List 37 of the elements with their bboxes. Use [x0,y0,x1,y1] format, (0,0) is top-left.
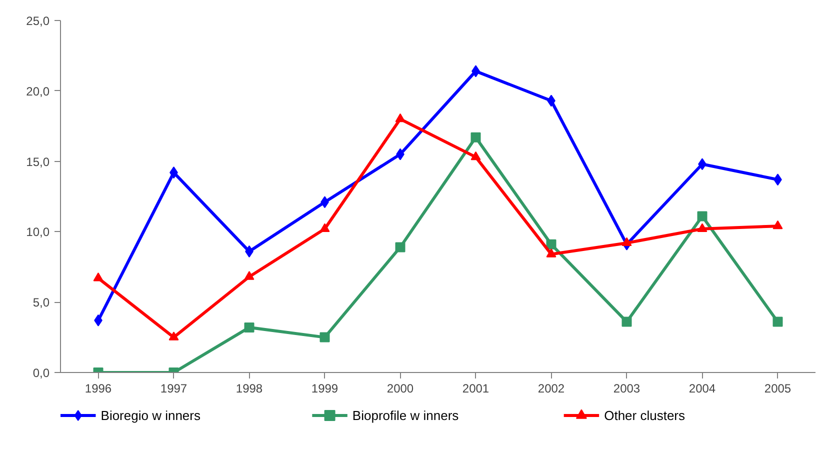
point [168,332,179,340]
point [244,271,254,280]
point [697,223,708,232]
x-tick-label: 2002 [538,382,565,396]
y-tick-label: 20,0 [26,84,50,98]
point [546,248,556,258]
legend-label: Bioregio w inners [100,408,201,423]
point [93,272,104,282]
point [470,151,481,160]
point [772,316,783,327]
point [244,322,254,332]
y-tick-label: 10,0 [26,225,50,240]
y-tick-label: 25,0 [26,14,50,28]
x-tick-label: 2004 [688,382,716,396]
point [470,132,481,142]
y-tick-label: 15,0 [26,154,50,169]
point [622,316,632,327]
point [320,332,330,342]
point [546,239,556,250]
y-tick-label: 0,0 [32,366,50,380]
x-tick-label: 2000 [386,382,414,396]
point [697,211,708,222]
x-tick-label: 1997 [160,382,188,396]
x-tick-label: 1999 [311,382,338,396]
y-tick-label: 5,0 [32,296,50,310]
point [622,237,632,246]
point [320,223,330,232]
point [395,113,406,122]
x-tick-label: 2001 [462,382,490,396]
legend-label: Bioprofile w inners [352,408,460,423]
point [772,220,783,230]
x-tick-label: 1996 [84,382,112,396]
legend-label: Other clusters [604,408,686,423]
x-tick-label: 2005 [764,382,792,396]
x-tick-label: 2003 [613,382,640,396]
point [395,242,406,252]
x-tick-label: 1998 [236,382,263,396]
